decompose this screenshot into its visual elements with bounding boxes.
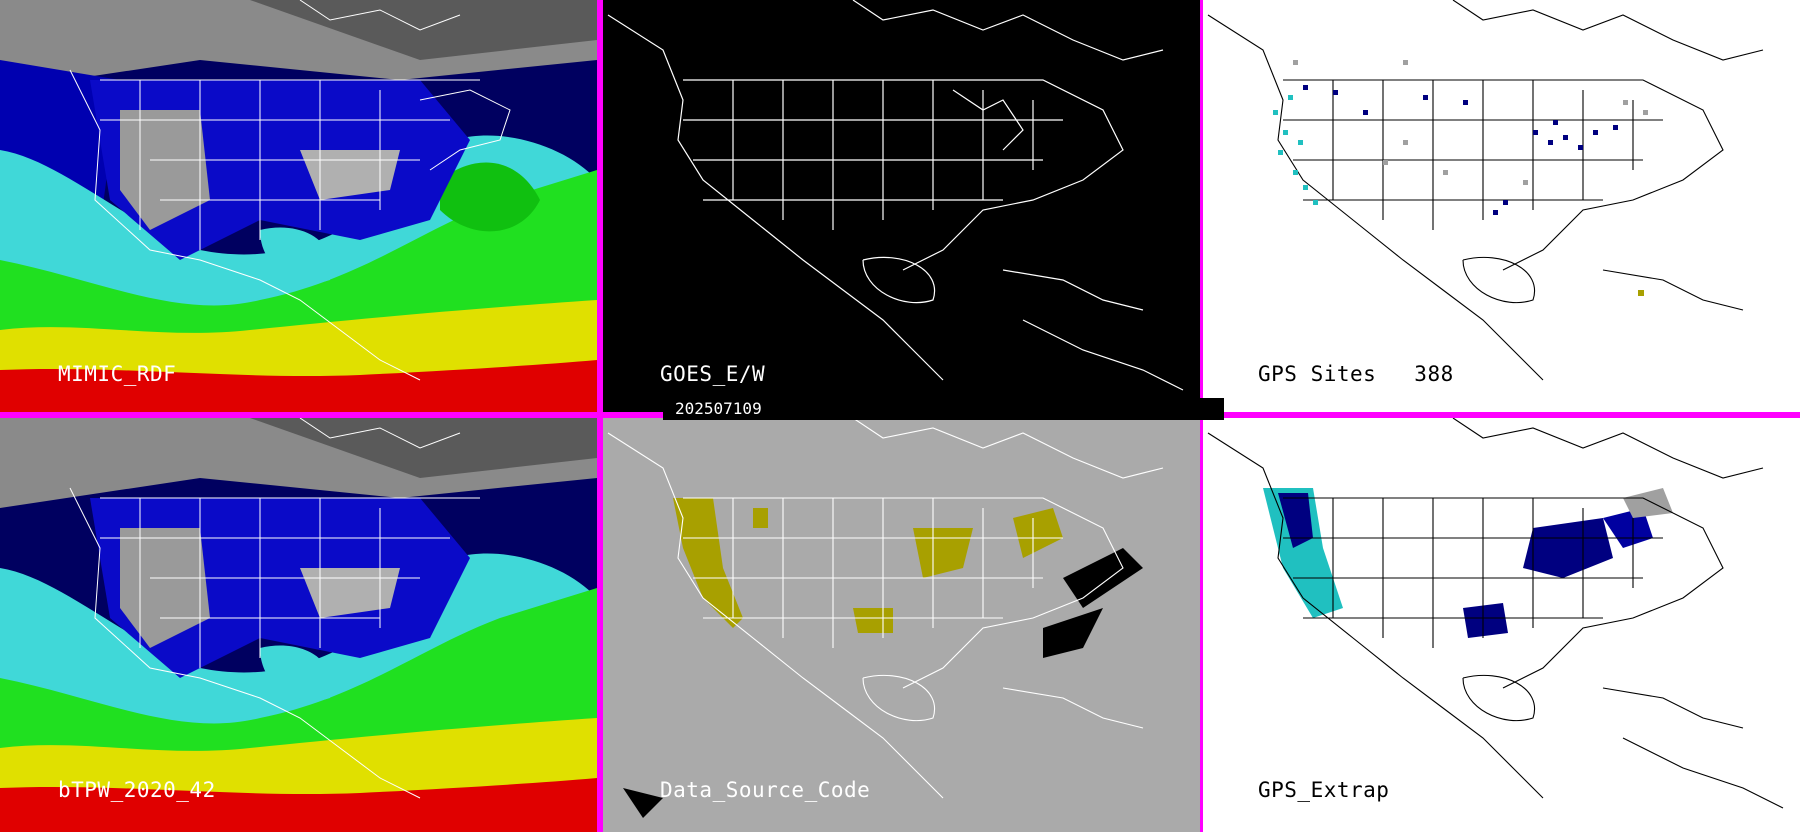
gps-extrap-map [1207, 418, 1784, 809]
goes-ew-label: GOES_E/W [660, 362, 766, 386]
data-source-map [607, 418, 1164, 818]
goes-ew-map [607, 0, 1184, 391]
btpw-map [0, 418, 597, 832]
goes-ew-panel: GOES_E/W [603, 0, 1200, 412]
mimic-rdf-panel: MIMIC_RDF [0, 0, 597, 412]
btpw-panel: bTPW_2020_42 [0, 418, 597, 832]
date-label: 202507109 [675, 399, 762, 418]
gps-extrap-panel: GPS_Extrap [1203, 418, 1800, 832]
gps-sites-map [1207, 0, 1764, 381]
btpw-label: bTPW_2020_42 [58, 778, 216, 802]
gps-sites-label: GPS Sites 388 [1258, 362, 1454, 386]
gps-sites-panel: GPS Sites 388 [1203, 0, 1800, 412]
mimic-rdf-map [0, 0, 597, 412]
gps-extrap-label: GPS_Extrap [1258, 778, 1390, 802]
gps-sites-count: 388 [1414, 362, 1454, 386]
mimic-rdf-label: MIMIC_RDF [58, 362, 177, 386]
data-source-panel: Data_Source_Code [603, 418, 1200, 832]
data-source-label: Data_Source_Code [660, 778, 871, 802]
date-bar: 202507109 [663, 398, 1224, 420]
gps-sites-title: GPS Sites [1258, 362, 1377, 386]
